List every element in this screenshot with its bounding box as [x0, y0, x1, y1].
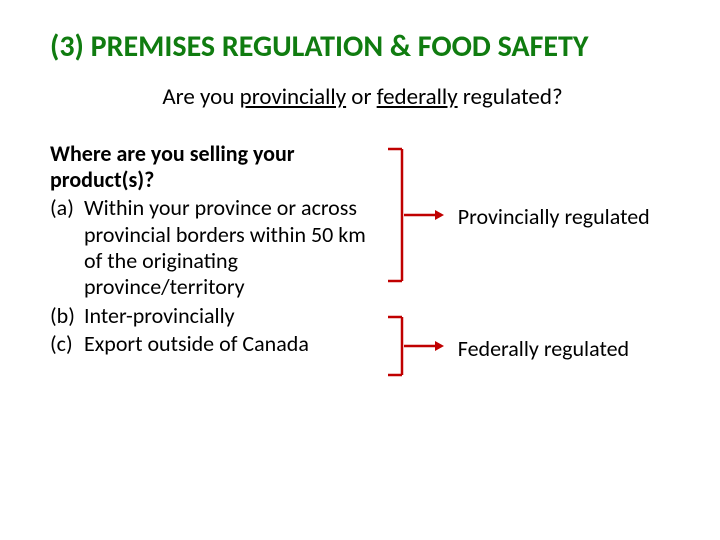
result-provincial: Provincially regulated: [458, 203, 650, 230]
bracket-svg: [382, 141, 452, 431]
option-a-text: Within your province or across provincia…: [84, 195, 376, 301]
option-b: (b) Inter-provincially: [50, 303, 376, 329]
option-c-label: (c): [50, 331, 84, 357]
right-column: Provincially regulated Federally regulat…: [458, 141, 675, 431]
question-text: Where are you selling your product(s)?: [50, 141, 376, 194]
option-c-text: Export outside of Canada: [84, 331, 376, 357]
slide-subtitle: Are you provincially or federally regula…: [50, 83, 675, 111]
content-row: Where are you selling your product(s)? (…: [50, 141, 675, 431]
subtitle-word2: federally: [377, 83, 458, 111]
subtitle-post: regulated?: [458, 83, 563, 111]
left-column: Where are you selling your product(s)? (…: [50, 141, 376, 358]
subtitle-pre: Are you: [162, 83, 239, 111]
option-c: (c) Export outside of Canada: [50, 331, 376, 357]
subtitle-mid: or: [346, 83, 377, 111]
option-b-label: (b): [50, 303, 84, 329]
option-b-text: Inter-provincially: [84, 303, 376, 329]
bracket-diagram: [382, 141, 452, 431]
option-a-label: (a): [50, 195, 84, 301]
option-a: (a) Within your province or across provi…: [50, 195, 376, 301]
slide-title: (3) PREMISES REGULATION & FOOD SAFETY: [50, 30, 675, 65]
slide: (3) PREMISES REGULATION & FOOD SAFETY Ar…: [0, 0, 720, 540]
subtitle-word1: provincially: [240, 83, 347, 111]
result-federal: Federally regulated: [458, 335, 629, 362]
